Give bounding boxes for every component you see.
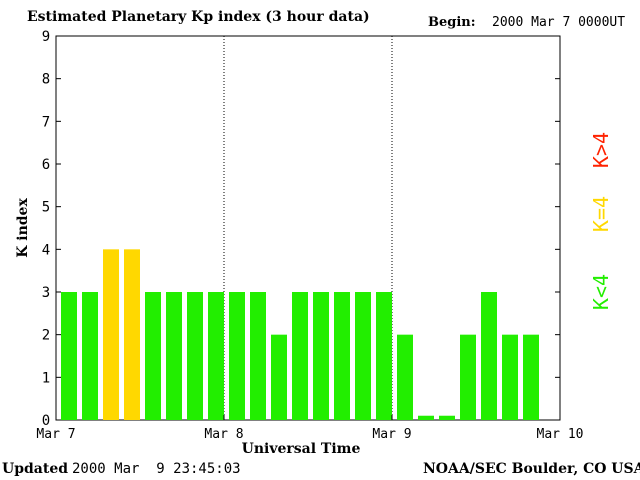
x-tick-label: Mar 10 <box>537 427 584 442</box>
updated-value: 2000 Mar 9 23:45:03 <box>72 461 241 477</box>
chart-title: Estimated Planetary Kp index (3 hour dat… <box>27 9 370 25</box>
kp-bar-22 <box>502 334 518 420</box>
y-tick-label: 1 <box>42 370 50 386</box>
kp-bar-5 <box>145 292 161 420</box>
kp-bar-20 <box>460 334 476 420</box>
kp-bar-7 <box>187 292 203 420</box>
y-tick-label: 3 <box>42 285 50 301</box>
kp-bar-14 <box>334 292 350 420</box>
legend: K<4 K=4 K>4 <box>589 132 613 310</box>
kp-bar-8 <box>208 292 224 420</box>
kp-bar-21 <box>481 292 497 420</box>
begin-value: 2000 Mar 7 0000UT <box>492 15 626 30</box>
kp-bar-10 <box>250 292 266 420</box>
kp-bar-9 <box>229 292 245 420</box>
y-tick-label: 5 <box>42 200 50 216</box>
kp-bar-15 <box>355 292 371 420</box>
y-tick-label: 6 <box>42 157 50 173</box>
updated-label: Updated <box>2 461 69 477</box>
x-tick-label: Mar 8 <box>204 427 243 442</box>
bars <box>61 249 539 420</box>
x-tick-label: Mar 7 <box>36 427 75 442</box>
kp-bar-19 <box>439 415 455 420</box>
kp-bar-16 <box>376 292 392 420</box>
y-axis-ticks: 0 1 2 3 4 5 6 7 8 9 <box>42 29 560 429</box>
legend-item-1: K<4 <box>589 274 613 310</box>
y-axis-label: K index <box>15 198 31 258</box>
kp-bar-17 <box>397 334 413 420</box>
legend-item-3: K>4 <box>589 132 613 168</box>
kp-bar-23 <box>523 334 539 420</box>
legend-item-2: K=4 <box>589 196 613 232</box>
kp-bar-11 <box>271 334 287 420</box>
y-tick-label: 7 <box>42 114 50 130</box>
y-tick-label: 4 <box>42 242 50 258</box>
x-axis-label: Universal Time <box>242 441 361 457</box>
y-tick-label: 0 <box>42 413 50 429</box>
begin-label: Begin: <box>428 15 476 30</box>
kp-bar-12 <box>292 292 308 420</box>
kp-bar-2 <box>82 292 98 420</box>
kp-bar-18 <box>418 415 434 420</box>
day-gridlines <box>223 36 393 420</box>
y-tick-label: 8 <box>42 72 50 88</box>
kp-bar-4 <box>124 249 140 420</box>
y-tick-label: 2 <box>42 328 50 344</box>
x-tick-label: Mar 9 <box>372 427 411 442</box>
y-tick-label: 9 <box>42 29 50 45</box>
credit: NOAA/SEC Boulder, CO USA <box>423 461 640 477</box>
kp-bar-3 <box>103 249 119 420</box>
kp-bar-1 <box>61 292 77 420</box>
kp-bar-13 <box>313 292 329 420</box>
kp-bar-6 <box>166 292 182 420</box>
x-axis-ticks: Mar 7 Mar 8 Mar 9 Mar 10 <box>36 415 583 442</box>
